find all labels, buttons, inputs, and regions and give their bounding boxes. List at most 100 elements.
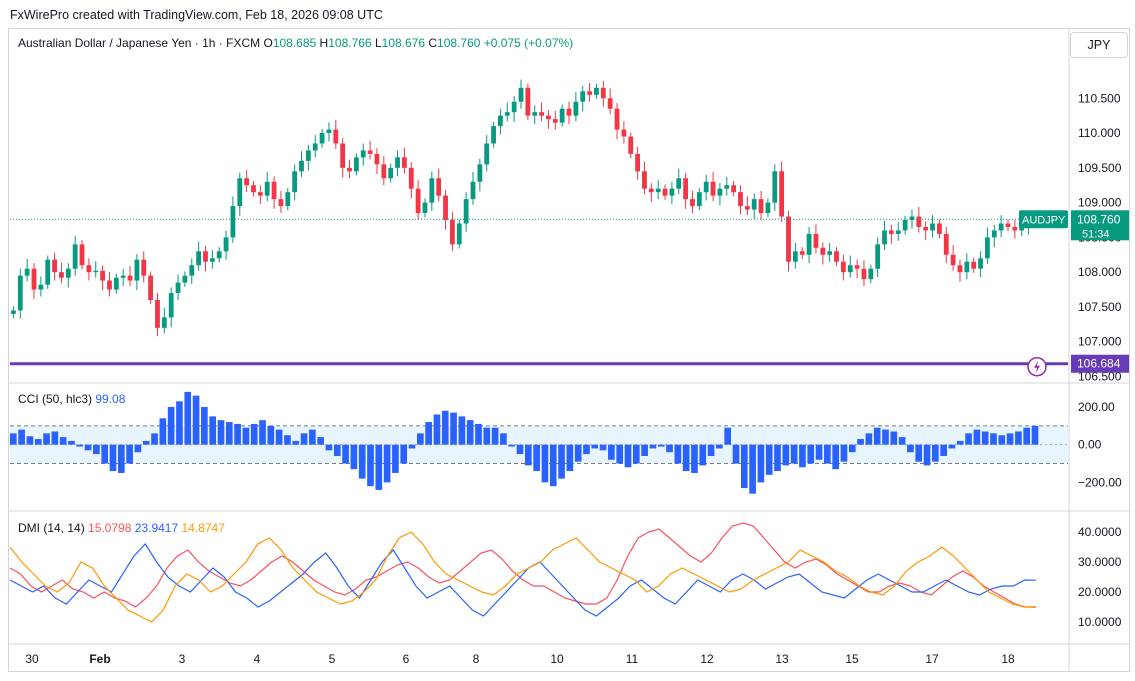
candle-body bbox=[758, 199, 764, 214]
currency-button[interactable]: JPY bbox=[1070, 32, 1128, 58]
candle-body bbox=[792, 251, 798, 262]
candle-body bbox=[525, 87, 531, 116]
cci-bar bbox=[267, 425, 275, 445]
candle-body bbox=[991, 230, 997, 238]
candle-body bbox=[285, 192, 291, 207]
candle-body bbox=[216, 251, 222, 259]
candle-body bbox=[120, 275, 126, 278]
cci-bar bbox=[367, 444, 374, 487]
cci-bar bbox=[1023, 427, 1031, 445]
cci-bar bbox=[275, 429, 283, 445]
candle-body bbox=[209, 258, 215, 262]
cci-bar bbox=[882, 429, 889, 445]
candle-body bbox=[189, 265, 195, 276]
time-tick-label: 8 bbox=[473, 652, 480, 666]
candle-body bbox=[875, 244, 881, 269]
candle-body bbox=[395, 157, 400, 168]
candle-body bbox=[305, 150, 311, 161]
candle-body bbox=[326, 129, 332, 134]
candle-body bbox=[237, 178, 243, 207]
candle-body bbox=[24, 268, 30, 276]
candle-body bbox=[744, 206, 750, 210]
cci-bar bbox=[682, 444, 690, 472]
candle-body bbox=[532, 112, 538, 116]
cci-legend: CCI (50, hlc3) 99.08 bbox=[18, 392, 125, 406]
plus-di-value: 15.0798 bbox=[88, 521, 132, 535]
candle-body bbox=[738, 192, 743, 207]
cci-bar bbox=[475, 423, 482, 445]
candle-body bbox=[319, 133, 325, 144]
cci-bar bbox=[101, 444, 109, 464]
candle-body bbox=[299, 160, 304, 172]
candle-body bbox=[676, 178, 682, 189]
candle-body bbox=[985, 237, 990, 259]
candle-body bbox=[834, 251, 839, 262]
minus-di-value: 23.9417 bbox=[134, 521, 179, 535]
candle-body bbox=[127, 275, 133, 281]
cci-bar bbox=[898, 437, 906, 445]
candle-body bbox=[909, 216, 915, 220]
candle-body bbox=[408, 167, 414, 189]
cci-bar bbox=[317, 437, 324, 445]
candle-body bbox=[450, 220, 455, 245]
cci-bar bbox=[674, 444, 682, 464]
cci-bar bbox=[433, 414, 441, 445]
cci-bar bbox=[907, 444, 914, 453]
time-tick-label: 3 bbox=[179, 652, 186, 666]
candle-body bbox=[196, 251, 202, 266]
cci-bar bbox=[973, 429, 981, 445]
cci-bar bbox=[956, 440, 964, 445]
candle-body bbox=[895, 230, 901, 234]
cci-bar bbox=[541, 444, 549, 483]
time-tick-label: 17 bbox=[925, 652, 939, 666]
price-tick-label: 106.500 bbox=[1078, 370, 1122, 384]
countdown-label: 51:34 bbox=[1082, 228, 1110, 240]
candle-body bbox=[31, 268, 37, 290]
candle-body bbox=[978, 258, 983, 269]
last-price-label: 108.760 bbox=[1077, 212, 1121, 226]
candle-body bbox=[38, 284, 44, 290]
candle-body bbox=[11, 310, 16, 314]
cci-bar bbox=[998, 435, 1006, 445]
cci-bar bbox=[707, 444, 715, 456]
candle-body bbox=[861, 268, 867, 280]
cci-bar bbox=[558, 444, 565, 479]
cci-bar bbox=[583, 444, 590, 455]
candle-body bbox=[799, 251, 805, 255]
cci-bar bbox=[10, 433, 17, 445]
cci-bar bbox=[716, 444, 723, 449]
candle-body bbox=[491, 126, 496, 144]
cci-bar bbox=[450, 412, 457, 445]
cci-bar bbox=[34, 439, 42, 445]
time-tick-label: 5 bbox=[329, 652, 336, 666]
candle-body bbox=[340, 143, 346, 168]
level-price-tag bbox=[1071, 354, 1129, 373]
candle-body bbox=[779, 171, 785, 217]
candle-body bbox=[648, 188, 654, 193]
candle-body bbox=[635, 153, 641, 172]
cci-bar bbox=[740, 444, 748, 489]
candle-body bbox=[107, 280, 112, 290]
candle-body bbox=[662, 188, 668, 196]
cci-bar bbox=[749, 444, 756, 494]
cci-bar bbox=[325, 444, 333, 451]
cci-bar bbox=[309, 429, 316, 445]
cci-bar bbox=[242, 427, 250, 445]
candle-body bbox=[902, 220, 908, 231]
dmi-tick-label: 40.0000 bbox=[1078, 525, 1122, 539]
cci-bar bbox=[1031, 425, 1039, 445]
candle-body bbox=[642, 171, 647, 189]
candle-body bbox=[580, 91, 586, 102]
candle-body bbox=[683, 178, 689, 200]
candle-body bbox=[278, 199, 284, 207]
cci-bar bbox=[691, 444, 698, 473]
candle-body bbox=[703, 181, 709, 193]
time-tick-label: 18 bbox=[1001, 652, 1015, 666]
price-tick-label: 107.000 bbox=[1078, 335, 1122, 349]
candle-body bbox=[484, 143, 490, 165]
price-tick-label: 109.000 bbox=[1078, 196, 1122, 210]
candle-body bbox=[546, 115, 551, 120]
candle-body bbox=[552, 119, 558, 123]
time-tick-label: 6 bbox=[403, 652, 410, 666]
candle-body bbox=[916, 216, 922, 227]
